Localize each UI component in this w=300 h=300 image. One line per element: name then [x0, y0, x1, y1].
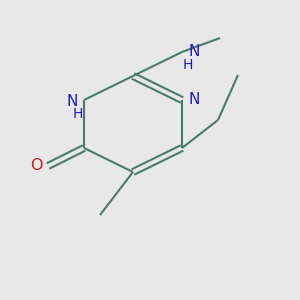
- Text: O: O: [31, 158, 43, 173]
- Text: N: N: [188, 92, 200, 107]
- Text: N: N: [67, 94, 78, 109]
- Text: N: N: [188, 44, 200, 59]
- Text: H: H: [183, 58, 193, 72]
- Text: H: H: [73, 107, 83, 121]
